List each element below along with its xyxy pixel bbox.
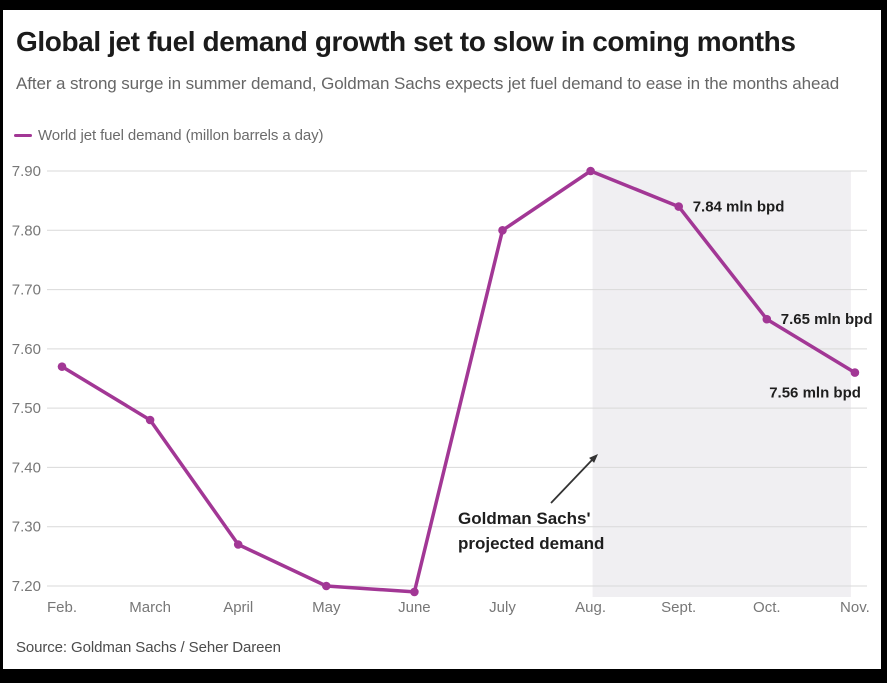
data-point-aug bbox=[586, 166, 595, 176]
legend-line-swatch-icon bbox=[14, 134, 32, 137]
x-tick-label: March bbox=[129, 599, 171, 616]
data-point-feb bbox=[57, 362, 67, 371]
x-tick-label: Oct. bbox=[753, 599, 781, 616]
x-tick-label: Sept. bbox=[661, 599, 696, 616]
projection-arrowhead-icon bbox=[589, 454, 598, 463]
chart-subtitle: After a strong surge in summer demand, G… bbox=[16, 74, 840, 93]
y-tick-label: 7.50 bbox=[12, 400, 41, 417]
data-point-oct bbox=[762, 314, 772, 324]
data-point-july bbox=[498, 225, 507, 235]
x-tick-label: Aug. bbox=[575, 599, 606, 616]
point-value-label: 7.56 mln bpd bbox=[769, 385, 861, 402]
x-tick-label: May bbox=[312, 599, 341, 616]
projection-arrow bbox=[550, 459, 593, 504]
data-point-march bbox=[145, 415, 155, 425]
projection-label: Goldman Sachs' bbox=[458, 509, 591, 528]
data-point-april bbox=[233, 540, 243, 549]
chart-title: Global jet fuel demand growth set to slo… bbox=[16, 26, 796, 57]
data-point-june bbox=[410, 587, 419, 597]
data-point-may bbox=[322, 581, 331, 591]
line-chart: 7.20 7.30 7.40 7.50 7.60 7.70 7.80 7.90 Feb. Marc… bbox=[12, 163, 873, 616]
x-tick-label: April bbox=[223, 599, 253, 616]
data-point-sept bbox=[674, 202, 683, 211]
data-point-nov bbox=[850, 368, 860, 377]
y-tick-label: 7.60 bbox=[12, 341, 41, 358]
projection-shade bbox=[592, 171, 851, 597]
x-tick-label: June bbox=[398, 599, 431, 616]
y-tick-label: 7.80 bbox=[12, 222, 41, 239]
x-tick-label: Feb. bbox=[47, 599, 77, 616]
y-tick-label: 7.40 bbox=[12, 459, 41, 476]
projection-label: projected demand bbox=[458, 534, 604, 553]
demand-line bbox=[61, 169, 856, 594]
point-value-label: 7.84 mln bpd bbox=[693, 199, 785, 216]
y-tick-label: 7.30 bbox=[12, 519, 41, 536]
legend-label: World jet fuel demand (millon barrels a … bbox=[38, 127, 324, 144]
legend: World jet fuel demand (millon barrels a … bbox=[14, 127, 324, 144]
y-tick-label: 7.70 bbox=[12, 282, 41, 299]
y-tick-label: 7.20 bbox=[12, 578, 41, 595]
x-tick-label: July bbox=[489, 599, 516, 616]
source-note: Source: Goldman Sachs / Seher Dareen bbox=[16, 639, 281, 656]
chart-card: Global jet fuel demand growth set to slo… bbox=[3, 10, 881, 669]
point-value-label: 7.65 mln bpd bbox=[781, 311, 873, 328]
x-tick-label: Nov. bbox=[840, 599, 870, 616]
y-tick-label: 7.90 bbox=[12, 163, 41, 180]
